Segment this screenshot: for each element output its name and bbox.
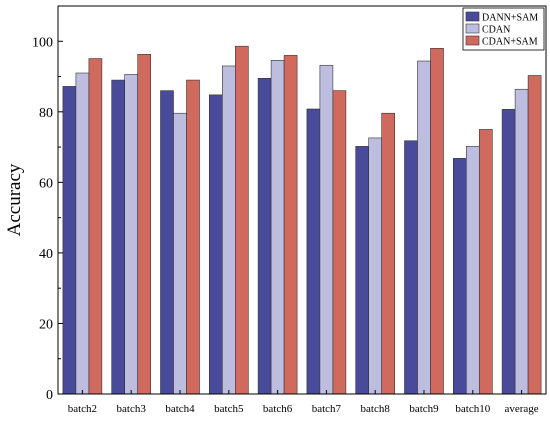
legend-label: CDAN <box>482 25 510 36</box>
bar-batch7-cdan <box>319 64 334 395</box>
y-tick-label: 100 <box>32 35 53 50</box>
bar-batch10-cdan <box>465 146 480 395</box>
bar-batch9-dann-sam <box>404 140 418 395</box>
legend-label: DANN+SAM <box>482 13 538 24</box>
y-tick-label: 40 <box>39 247 53 262</box>
bar-batch8-dann-sam <box>355 146 370 395</box>
bar-batch3-cdan <box>124 74 138 395</box>
legend-swatch <box>465 35 480 46</box>
x-tick-label: batch4 <box>165 403 195 415</box>
legend-label: CDAN+SAM <box>482 37 538 48</box>
bar-batch8-cdan-sam <box>381 112 396 395</box>
bar-average-cdan <box>514 88 529 395</box>
x-tick-label: batch8 <box>361 403 391 415</box>
bar-batch4-cdan <box>173 112 187 395</box>
y-tick-label: 80 <box>39 106 53 121</box>
bar-batch2-dann-sam <box>62 86 77 395</box>
legend-swatch <box>465 11 480 22</box>
x-tick-label: batch5 <box>214 403 244 415</box>
bar-batch4-cdan-sam <box>186 79 200 395</box>
bar-batch7-cdan-sam <box>332 90 347 395</box>
bar-batch7-dann-sam <box>306 108 321 395</box>
bar-batch6-cdan <box>270 60 285 395</box>
bar-batch5-dann-sam <box>209 94 223 395</box>
bar-batch8-cdan <box>368 137 383 395</box>
x-tick-label: batch3 <box>117 403 147 415</box>
bar-average-cdan-sam <box>527 75 542 395</box>
x-tick-label: batch7 <box>312 403 342 415</box>
bar-batch9-cdan-sam <box>430 48 444 395</box>
x-tick-label: average <box>504 403 538 415</box>
legend-swatch <box>465 23 480 34</box>
x-tick-label: batch2 <box>68 403 97 415</box>
bar-batch3-cdan-sam <box>137 54 151 395</box>
bar-average-dann-sam <box>501 109 516 395</box>
bar-batch9-cdan <box>417 60 431 395</box>
bar-batch3-dann-sam <box>111 79 125 395</box>
ticks-layer: 0 20 40 60 80 100 batch2 batch3 batch4 batch5 batc… <box>32 35 539 415</box>
bar-batch5-cdan-sam <box>235 45 249 395</box>
y-tick-label: 20 <box>39 317 53 332</box>
bar-batch6-dann-sam <box>257 78 272 395</box>
x-tick-label: batch10 <box>455 403 490 415</box>
x-tick-label: batch9 <box>409 403 439 415</box>
bar-batch2-cdan <box>75 72 90 395</box>
bars-layer <box>62 45 542 395</box>
x-tick-label: batch6 <box>263 403 293 415</box>
bar-batch2-cdan-sam <box>88 58 103 395</box>
y-tick-label: 0 <box>46 388 53 403</box>
bar-batch5-cdan <box>222 65 236 395</box>
y-axis-title: Accuracy <box>4 163 25 236</box>
bar-batch4-dann-sam <box>160 90 174 395</box>
plot-frame <box>57 5 547 395</box>
bar-batch10-cdan-sam <box>478 129 493 395</box>
bar-batch10-dann-sam <box>452 158 467 395</box>
y-tick-label: 60 <box>39 176 53 191</box>
bar-batch6-cdan-sam <box>283 55 298 395</box>
